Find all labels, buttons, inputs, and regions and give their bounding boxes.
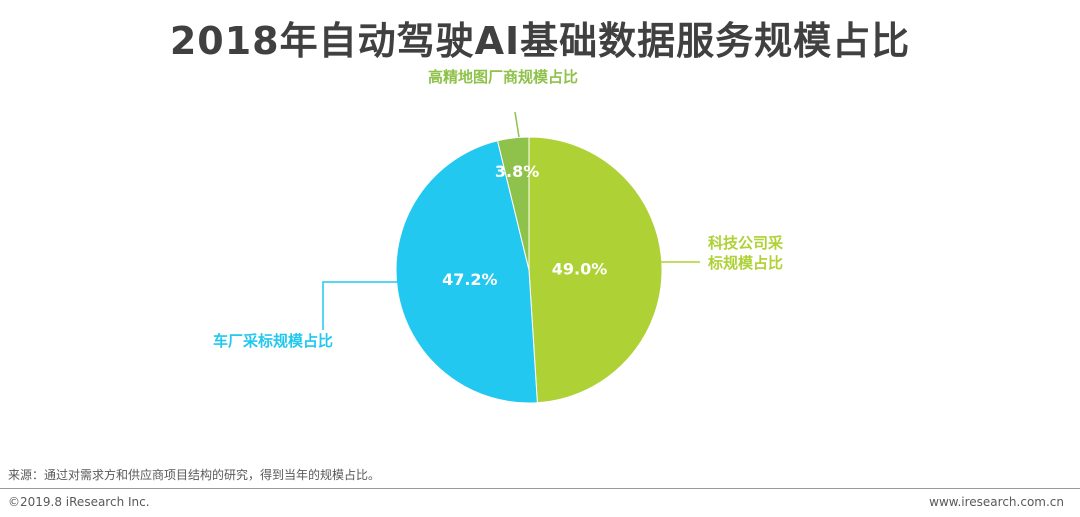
pie-slice	[528, 136, 663, 404]
slice-category-label: 高精地图厂商规模占比	[428, 68, 578, 86]
footer-divider	[0, 488, 1080, 489]
pie-slice	[395, 140, 538, 404]
slice-category-label: 科技公司采标规模占比	[707, 234, 784, 272]
source-note: 来源：通过对需求方和供应商项目结构的研究，得到当年的规模占比。	[8, 468, 381, 482]
slice-value-label: 47.2%	[442, 270, 498, 289]
slice-value-label: 3.8%	[495, 162, 539, 181]
chart-title: 2018年自动驾驶AI基础数据服务规模占比	[169, 19, 911, 63]
slice-category-label: 车厂采标规模占比	[213, 332, 333, 350]
leader-line	[322, 281, 400, 330]
pie-slice	[496, 136, 530, 271]
copyright-text: ©2019.8 iResearch Inc.	[8, 495, 150, 509]
slice-value-label: 49.0%	[552, 259, 608, 278]
leader-line	[514, 111, 520, 138]
website-text: www.iresearch.com.cn	[929, 495, 1064, 509]
